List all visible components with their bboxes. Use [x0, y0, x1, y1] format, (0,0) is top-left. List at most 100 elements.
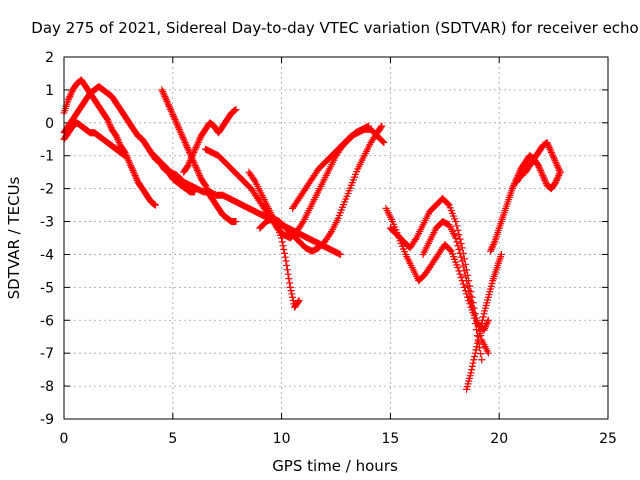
chart-title: Day 275 of 2021, Sidereal Day-to-day VTE…	[31, 19, 638, 37]
data-point	[161, 92, 169, 100]
data-point	[195, 137, 203, 145]
x-tick-label: 5	[168, 431, 177, 447]
data-point	[232, 218, 240, 226]
data-point	[64, 96, 72, 104]
series-trace-m	[419, 218, 486, 364]
data-point	[497, 250, 505, 258]
data-point	[543, 139, 551, 147]
data-point	[479, 316, 487, 324]
data-point	[479, 313, 487, 321]
data-point	[453, 238, 461, 246]
data-point	[295, 297, 303, 305]
x-tick-label: 15	[381, 431, 399, 447]
data-point	[185, 160, 193, 168]
data-point	[457, 273, 465, 281]
data-point	[185, 158, 193, 166]
series-trace-i	[256, 122, 386, 255]
data-point	[186, 157, 194, 165]
x-axis-label: GPS time / hours	[272, 457, 398, 475]
data-point	[175, 124, 183, 132]
data-point	[188, 153, 196, 161]
data-point	[460, 267, 468, 275]
y-tick-label: 2	[45, 50, 54, 66]
data-point	[127, 163, 135, 171]
data-point	[548, 150, 556, 158]
data-point	[454, 226, 462, 234]
data-point	[552, 158, 560, 166]
data-point	[465, 287, 473, 295]
data-point	[550, 153, 558, 161]
data-point	[467, 369, 475, 377]
data-point	[162, 94, 170, 102]
data-point	[167, 107, 175, 115]
data-point	[484, 349, 492, 357]
data-point	[458, 257, 466, 265]
data-point	[546, 145, 554, 153]
data-point	[67, 89, 75, 97]
data-point	[482, 321, 490, 329]
series-trace-n	[463, 250, 505, 393]
data-point	[178, 132, 186, 140]
data-point	[534, 162, 542, 170]
data-point	[114, 135, 122, 143]
data-point	[476, 329, 484, 337]
data-point	[105, 119, 113, 127]
data-point	[178, 130, 186, 138]
data-point	[470, 314, 478, 322]
y-tick-label: -9	[40, 412, 54, 428]
data-point	[540, 175, 548, 183]
data-point	[121, 152, 129, 160]
data-point	[183, 142, 191, 150]
y-tick-label: -5	[40, 280, 54, 296]
data-point	[131, 171, 139, 179]
data-point	[547, 148, 555, 156]
data-point	[192, 163, 200, 171]
data-point	[133, 175, 141, 183]
data-point	[487, 246, 495, 254]
data-point	[177, 129, 185, 137]
data-point	[535, 163, 543, 171]
data-point	[471, 352, 479, 360]
data-point	[476, 326, 484, 334]
data-point	[201, 181, 209, 189]
data-point	[278, 238, 286, 246]
data-point	[113, 134, 121, 142]
data-point	[455, 231, 463, 239]
y-tick-label: -7	[40, 346, 54, 362]
data-point	[283, 266, 291, 274]
data-point	[179, 134, 187, 142]
data-point	[170, 114, 178, 122]
data-point	[130, 168, 138, 176]
data-point	[67, 91, 75, 99]
data-point	[104, 117, 112, 125]
data-point	[553, 175, 561, 183]
data-point	[176, 127, 184, 135]
data-point	[190, 148, 198, 156]
data-point	[232, 106, 240, 114]
data-point	[112, 132, 120, 140]
data-point	[539, 171, 547, 179]
data-point	[162, 96, 170, 104]
data-point	[327, 229, 335, 237]
data-point	[537, 167, 545, 175]
data-point	[481, 325, 489, 332]
data-point	[471, 320, 479, 328]
data-point	[172, 117, 180, 125]
data-point	[545, 142, 553, 150]
data-point	[553, 176, 561, 184]
data-point	[468, 366, 476, 374]
y-tick-label: -3	[40, 215, 54, 231]
data-point	[278, 234, 286, 242]
data-point	[114, 137, 122, 145]
y-tick-label: 1	[45, 83, 54, 99]
series-trace-j	[288, 125, 388, 212]
data-point	[452, 218, 460, 226]
data-point	[171, 116, 179, 124]
data-point	[182, 140, 190, 148]
plot-frame	[63, 56, 609, 420]
data-point	[459, 280, 467, 288]
x-tick-label: 25	[599, 431, 617, 447]
data-point	[555, 171, 563, 179]
data-point	[455, 246, 463, 254]
